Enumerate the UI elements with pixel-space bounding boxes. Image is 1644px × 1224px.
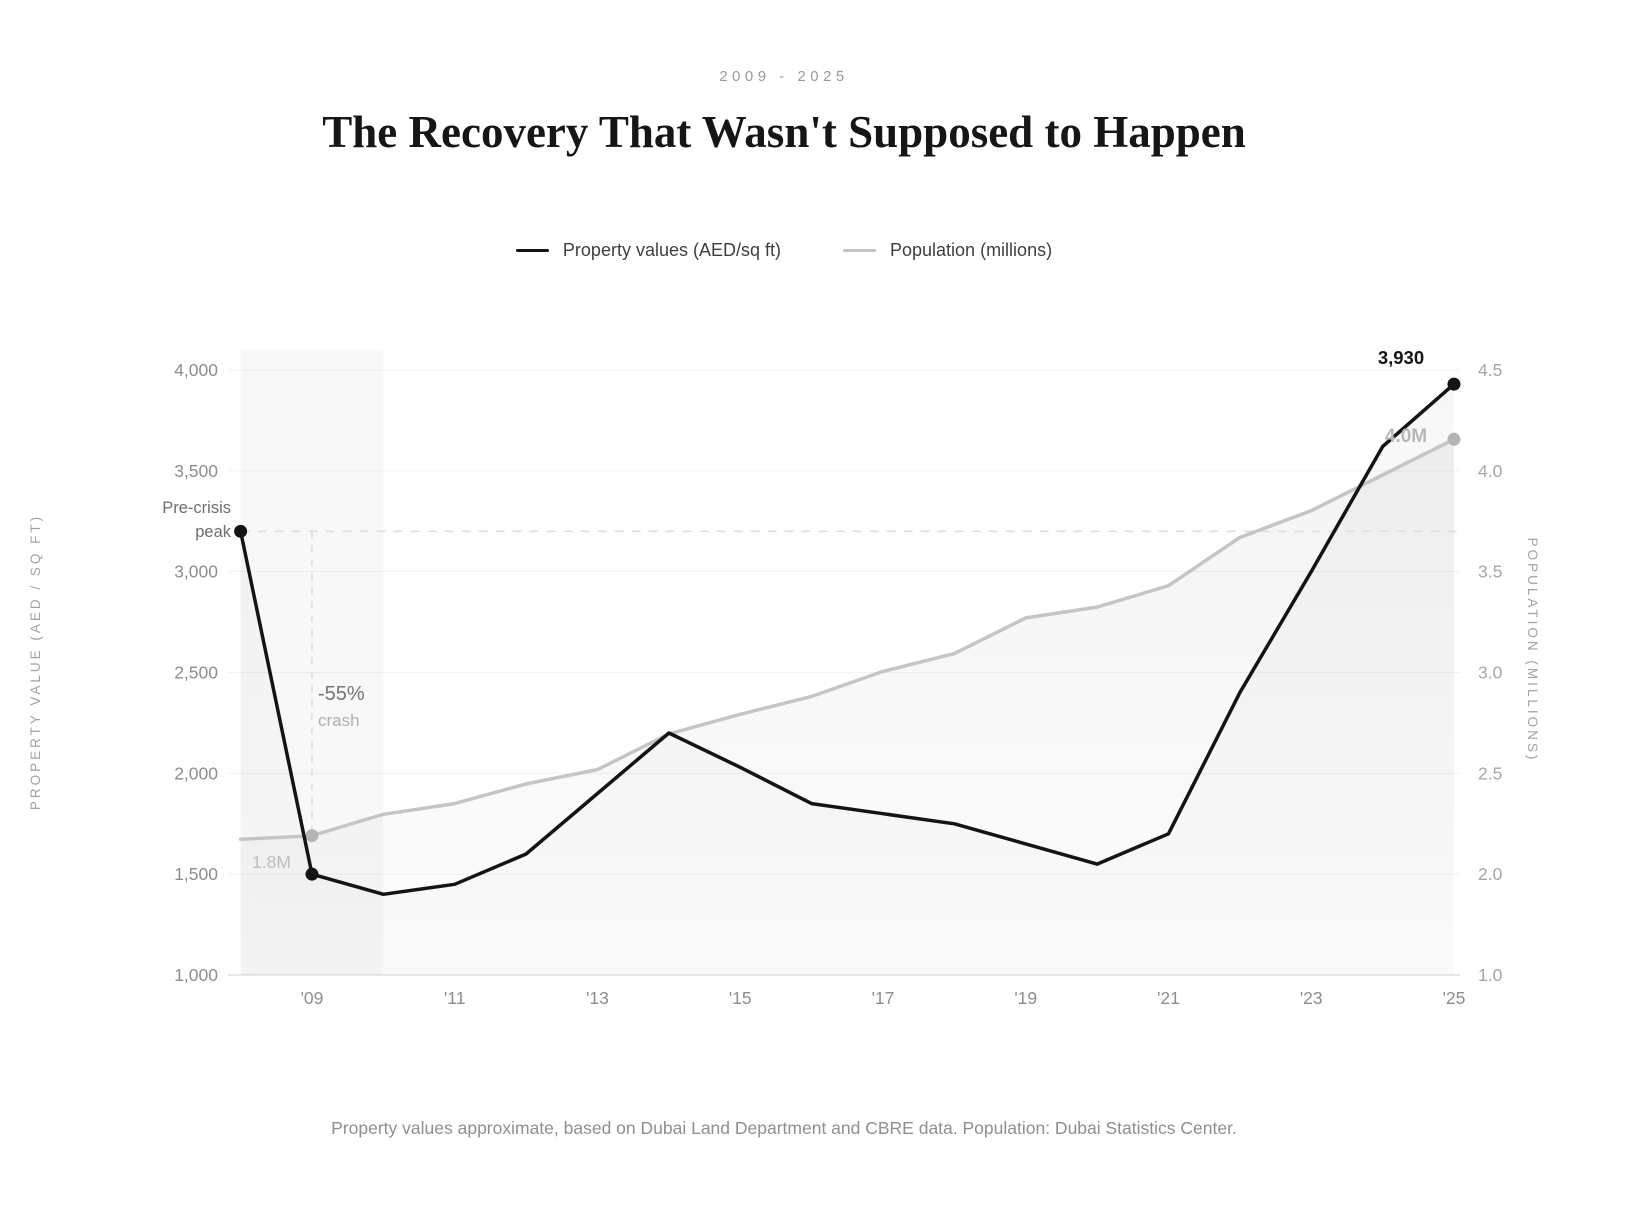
y-left-tick-label: 4,000 [174, 360, 218, 380]
source-footnote: Property values approximate, based on Du… [331, 1118, 1237, 1138]
property-line [238, 382, 1456, 897]
property-line-swatch [515, 248, 549, 253]
y-right-tick-label: 4.5 [1478, 360, 1502, 380]
y-left-tick-label: 1,000 [174, 965, 218, 985]
x-tick-label: '21 [1157, 988, 1180, 1008]
population-line-swatch [843, 248, 876, 253]
x-tick-label: '13 [586, 988, 609, 1008]
y-left-tick-label: 2,500 [174, 663, 218, 683]
x-tick-label: '25 [1443, 988, 1466, 1008]
x-tick-label: '19 [1014, 988, 1037, 1008]
property-area-fill [240, 384, 1455, 976]
legend-item-property-values: Property values (AED/sq ft) [515, 240, 781, 261]
x-tick-label: '23 [1300, 988, 1323, 1008]
chart-eyebrow: 2009 - 2025 [719, 68, 849, 85]
y-left-tick-label: 1,500 [174, 864, 218, 884]
y-left-axis-title: PROPERTY VALUE (AED / SQ FT) [28, 514, 43, 810]
property-end-value-label: 3,930 [1378, 347, 1424, 368]
legend-label: Property values (AED/sq ft) [562, 240, 781, 260]
population-line [238, 437, 1456, 842]
y-left-tick-label: 2,000 [174, 763, 218, 783]
crash-word-label: crash [318, 711, 360, 730]
property-peak-dot [234, 524, 248, 538]
population-end-value-label: 4.0M [1385, 426, 1427, 447]
x-tick-label: '17 [872, 988, 895, 1008]
y-left-tick-label: 3,000 [174, 562, 218, 582]
x-tick-label: '15 [729, 988, 752, 1008]
y-right-tick-label: 1.0 [1478, 965, 1503, 985]
population-start-label: 1.8M [252, 852, 291, 872]
y-right-tick-label: 3.5 [1478, 562, 1502, 582]
pre-crisis-peak-label: Pre-crisis [162, 499, 231, 517]
legend-item-population: Population (millions) [843, 240, 1052, 261]
y-right-tick-label: 4.0 [1478, 461, 1503, 481]
population-2009-dot [305, 829, 319, 843]
x-tick-label: '09 [301, 988, 324, 1008]
property-2025-dot [1447, 377, 1461, 391]
chart-legend: Property values (AED/sq ft) Population (… [0, 240, 1568, 261]
x-tick-label: '11 [444, 988, 466, 1008]
y-right-axis-title: POPULATION (MILLIONS) [1525, 538, 1540, 763]
pre-crisis-peak-label: peak [195, 523, 232, 541]
property-2009-dot [305, 867, 319, 881]
chart-title: The Recovery That Wasn't Supposed to Hap… [322, 107, 1246, 157]
y-right-tick-label: 3.0 [1478, 663, 1503, 683]
y-right-tick-label: 2.5 [1478, 763, 1502, 783]
population-2025-dot [1447, 432, 1461, 446]
y-left-tick-label: 3,500 [174, 461, 218, 481]
crash-pct-label: -55% [318, 683, 365, 705]
legend-label: Population (millions) [890, 240, 1053, 260]
y-right-tick-label: 2.0 [1478, 864, 1503, 884]
